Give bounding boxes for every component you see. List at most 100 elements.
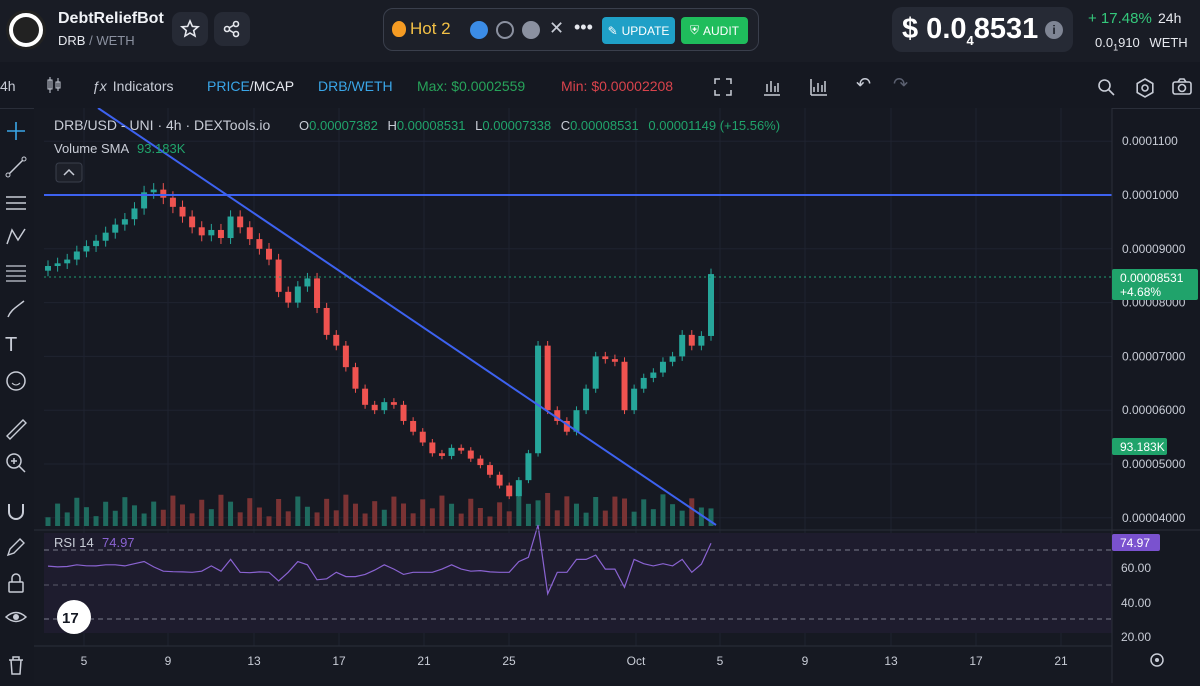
pair-base: DRB xyxy=(58,33,86,48)
candle-type-icon[interactable] xyxy=(46,76,62,97)
search-icon[interactable] xyxy=(1097,78,1115,99)
pattern-icon[interactable] xyxy=(5,226,27,248)
interval-selector[interactable]: 4h xyxy=(0,78,16,94)
undo-icon[interactable]: ↶ xyxy=(856,74,872,94)
price-tick-label: 0.0001100 xyxy=(1122,134,1178,148)
trash-icon[interactable] xyxy=(5,654,27,676)
price-mcap-toggle[interactable]: PRICE/MCAP xyxy=(207,78,295,94)
horizontal-lines-icon[interactable] xyxy=(5,192,27,214)
price-tick-label: 0.00004000 xyxy=(1122,511,1186,525)
fullscreen-icon[interactable] xyxy=(714,78,732,99)
volume-bar xyxy=(199,499,205,526)
rsi-line xyxy=(47,524,712,596)
candle-body xyxy=(592,356,599,389)
volume-bar xyxy=(83,507,89,526)
telegram-icon[interactable] xyxy=(522,21,540,39)
volume-bar xyxy=(410,513,416,526)
candle-body xyxy=(208,229,215,236)
volume-bar xyxy=(74,497,80,526)
price-chart[interactable]: 0.00011000.00010000.000090000.000080000.… xyxy=(34,107,1200,683)
update-button[interactable]: ✎ UPDATE xyxy=(602,17,675,44)
rsi-tick-label: 40.00 xyxy=(1121,596,1151,610)
volume-bar xyxy=(64,512,70,526)
candle-body xyxy=(400,404,407,421)
volume-bar xyxy=(170,495,176,526)
price-change: + 17.48% xyxy=(1088,10,1152,27)
change-period: 24h xyxy=(1158,10,1182,26)
candle-body xyxy=(342,345,349,368)
volume-bar xyxy=(131,505,137,526)
time-tick-label: Oct xyxy=(627,654,646,668)
candle-body xyxy=(554,410,561,421)
volume-bar xyxy=(660,494,666,526)
function-icon: ƒx xyxy=(92,78,107,94)
volume-bars xyxy=(45,493,714,526)
volume-bar xyxy=(343,494,349,526)
last-price-tag xyxy=(1112,269,1198,300)
pair-toggle[interactable]: DRB/WETH xyxy=(318,78,393,94)
info-icon[interactable]: i xyxy=(1045,21,1063,39)
volume-bar xyxy=(525,503,531,526)
camera-icon[interactable] xyxy=(1172,78,1192,99)
favorite-button[interactable] xyxy=(172,12,208,46)
volume-bar xyxy=(650,509,656,526)
text-tool-icon[interactable]: T xyxy=(5,334,18,356)
emoji-icon[interactable] xyxy=(5,370,27,392)
top-bar: DebtReliefBot DRB / WETH Hot 2 ✕ ••• ✎ UP… xyxy=(0,0,1200,62)
volume-bar xyxy=(602,510,608,526)
pencil-lock-icon[interactable] xyxy=(5,536,27,558)
collapse-legend-button[interactable] xyxy=(55,162,83,183)
trendline-icon[interactable] xyxy=(5,156,27,178)
crosshair-icon[interactable] xyxy=(5,120,27,142)
volume-bar xyxy=(237,512,243,526)
fib-icon[interactable] xyxy=(5,262,27,284)
volume-bar xyxy=(324,498,330,526)
volume-bar xyxy=(276,499,282,526)
brush-icon[interactable] xyxy=(5,298,27,320)
candle-body xyxy=(573,410,580,432)
time-tick-label: 9 xyxy=(165,654,172,668)
bar-chart-icon[interactable] xyxy=(763,78,781,99)
star-icon xyxy=(180,19,200,38)
volume-bar xyxy=(573,503,579,526)
indicators-button[interactable]: ƒx Indicators xyxy=(92,78,174,94)
magnet-icon[interactable] xyxy=(5,500,27,522)
more-icon[interactable]: ••• xyxy=(574,17,593,37)
share-button[interactable] xyxy=(214,12,250,46)
globe-icon[interactable] xyxy=(496,21,514,39)
candle-body xyxy=(362,388,369,405)
website-icon[interactable] xyxy=(470,21,488,39)
time-tick-label: 13 xyxy=(247,654,261,668)
gear-icon[interactable] xyxy=(1135,78,1155,101)
x-icon[interactable]: ✕ xyxy=(549,18,565,38)
candle-body xyxy=(650,372,657,378)
candle-body xyxy=(390,402,397,405)
volume-bar xyxy=(420,499,426,526)
lock-icon[interactable] xyxy=(5,572,27,594)
compare-chart-icon[interactable] xyxy=(810,78,828,99)
candle-body xyxy=(160,189,167,198)
volume-bar xyxy=(304,506,310,526)
candle-body xyxy=(189,216,196,228)
drawing-toolbar: T xyxy=(0,108,35,683)
candle-body xyxy=(496,474,503,486)
volume-bar xyxy=(401,503,407,526)
hot-badge[interactable]: Hot 2 xyxy=(392,19,451,39)
ruler-icon[interactable] xyxy=(5,418,27,440)
candle-body xyxy=(304,278,311,287)
chart-area[interactable]: 0.0001100 0.0001000 0.00009000 0.00008000 0.… xyxy=(34,107,1200,683)
candle-body xyxy=(150,189,157,193)
eye-icon[interactable] xyxy=(4,606,28,628)
audit-button[interactable]: ⛨ AUDIT xyxy=(681,17,748,44)
token-links-bar: Hot 2 ✕ ••• ✎ UPDATE ⛨ AUDIT xyxy=(383,8,759,51)
volume-bar xyxy=(314,512,320,526)
axis-settings-icon[interactable] xyxy=(1150,653,1164,667)
volume-bar xyxy=(45,517,51,526)
volume-bar xyxy=(122,497,128,526)
zoom-icon[interactable] xyxy=(5,452,27,474)
redo-icon[interactable]: ↷ xyxy=(893,74,909,94)
min-price: Min: $0.00002208 xyxy=(561,78,674,94)
volume-bar xyxy=(256,507,262,526)
pair-quote: WETH xyxy=(96,33,135,48)
volume-legend-value: 93.183K xyxy=(137,141,186,156)
